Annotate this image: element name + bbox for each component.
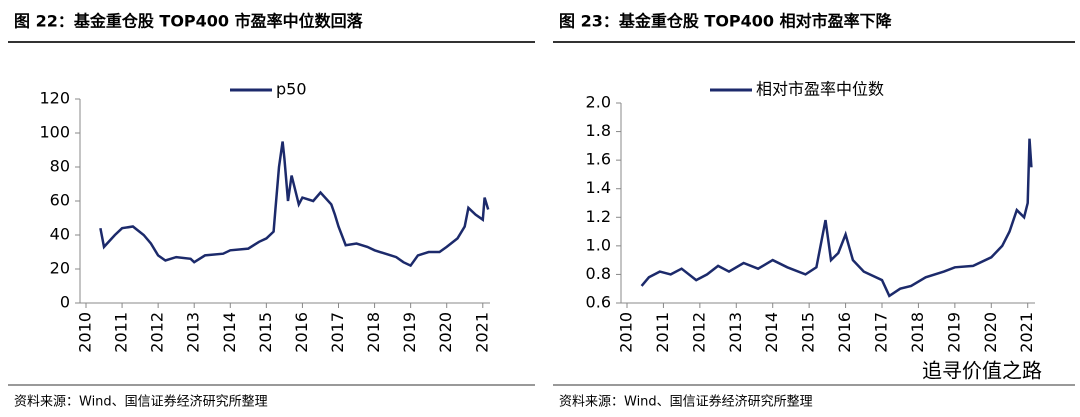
y-tick-label: 0 — [60, 293, 70, 312]
x-tick-label: 2012 — [148, 312, 167, 353]
y-tick-label: 1.4 — [586, 178, 611, 197]
x-tick-label: 2021 — [472, 312, 491, 353]
x-tick-label: 2015 — [799, 312, 818, 353]
y-tick-label: 100 — [39, 123, 70, 142]
y-tick-label: 1.6 — [586, 150, 611, 169]
x-tick-label: 2018 — [364, 312, 383, 353]
x-tick-label: 2013 — [726, 312, 745, 353]
y-tick-label: 1.8 — [586, 121, 611, 140]
data-line — [99, 141, 490, 268]
y-tick-label: 40 — [50, 225, 70, 244]
data-line — [640, 138, 1033, 298]
y-tick-label: 2.0 — [586, 93, 611, 112]
x-tick-label: 2011 — [653, 312, 672, 353]
source: 资料来源：Wind、国信证券经济研究所整理 — [14, 394, 268, 410]
y-tick-label: 0.8 — [586, 264, 611, 283]
x-tick-label: 2016 — [292, 312, 311, 353]
x-tick-label: 2010 — [76, 312, 95, 353]
x-tick-label: 2015 — [256, 312, 275, 353]
y-tick-label: 1.0 — [586, 235, 611, 254]
x-tick-label: 2013 — [184, 312, 203, 353]
x-tick-label: 2020 — [981, 312, 1000, 353]
x-tick-label: 2011 — [112, 312, 131, 353]
x-tick-label: 2020 — [436, 312, 455, 353]
legend-label: p50 — [276, 80, 307, 99]
watermark: 追寻价值之路 — [922, 359, 1042, 383]
x-tick-label: 2019 — [944, 312, 963, 353]
x-tick-label: 2012 — [689, 312, 708, 353]
y-tick-label: 20 — [50, 259, 70, 278]
legend-label: 相对市盈率中位数 — [756, 80, 884, 99]
x-tick-label: 2014 — [220, 312, 239, 353]
y-tick-label: 1.2 — [586, 207, 611, 226]
x-tick-label: 2017 — [872, 312, 891, 353]
x-tick-label: 2010 — [617, 312, 636, 353]
y-tick-label: 60 — [50, 191, 70, 210]
x-tick-label: 2019 — [400, 312, 419, 353]
chart-title: 图 23：基金重仓股 TOP400 相对市盈率下降 — [559, 12, 893, 31]
y-tick-label: 0.6 — [586, 293, 611, 312]
chart-title: 图 22：基金重仓股 TOP400 市盈率中位数回落 — [14, 12, 364, 31]
x-tick-label: 2014 — [762, 312, 781, 353]
x-tick-label: 2016 — [835, 312, 854, 353]
x-tick-label: 2017 — [328, 312, 347, 353]
source: 资料来源：Wind、国信证券经济研究所整理 — [559, 394, 813, 410]
y-tick-label: 120 — [39, 89, 70, 108]
x-tick-label: 2018 — [908, 312, 927, 353]
y-tick-label: 80 — [50, 157, 70, 176]
x-tick-label: 2021 — [1017, 312, 1036, 353]
